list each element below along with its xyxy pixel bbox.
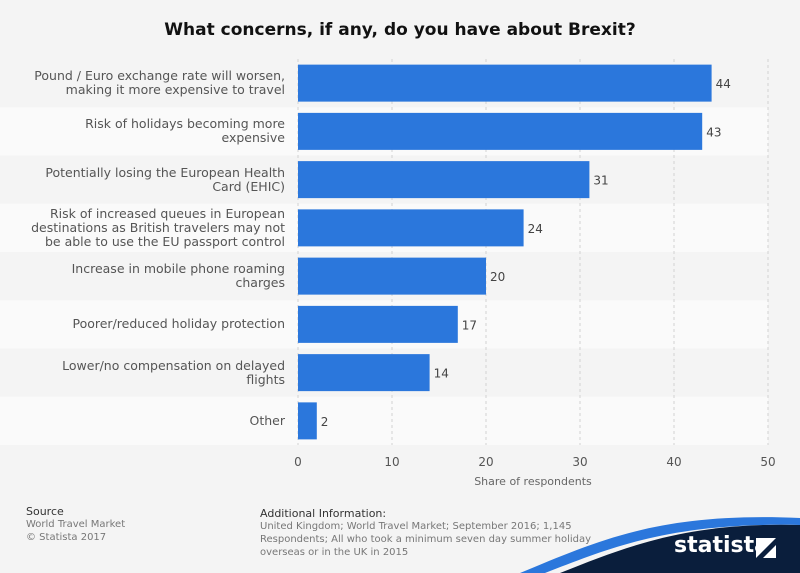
category-label: Risk of holidays becoming more expensive <box>85 116 285 146</box>
bar[interactable] <box>298 64 712 102</box>
bar-value-label: 17 <box>462 318 477 332</box>
category-label: Risk of increased queues in European des… <box>31 205 285 249</box>
category-label: Other <box>249 412 286 428</box>
bar[interactable] <box>298 402 317 440</box>
additional-info-block: Additional Information: United Kingdom; … <box>260 507 605 559</box>
bar-value-label: 2 <box>321 415 329 429</box>
source-heading: Source <box>26 505 64 518</box>
x-tick-label: 10 <box>384 455 399 469</box>
bar[interactable] <box>298 354 430 392</box>
bar-value-label: 44 <box>716 77 731 91</box>
x-tick-label: 50 <box>760 455 775 469</box>
info-heading: Additional Information: <box>260 507 387 520</box>
copyright-line: © Statista 2017 <box>26 532 107 543</box>
category-label: Poorer/reduced holiday protection <box>72 316 285 332</box>
bar[interactable] <box>298 305 458 343</box>
statista-logo-icon <box>756 538 776 558</box>
row-band <box>0 396 768 445</box>
category-label: Pound / Euro exchange rate will worsen, … <box>34 68 285 98</box>
bar-value-label: 43 <box>706 125 721 139</box>
bar[interactable] <box>298 161 590 199</box>
info-text: United Kingdom; World Travel Market; Sep… <box>260 521 592 558</box>
bar[interactable] <box>298 209 524 247</box>
x-axis-title: Share of respondents <box>474 475 592 488</box>
category-label: Potentially losing the European Health C… <box>45 164 285 194</box>
statista-logo[interactable]: statista <box>674 533 769 558</box>
x-tick-label: 30 <box>572 455 587 469</box>
x-tick-label: 40 <box>666 455 681 469</box>
source-block: Source World Travel Market © Statista 20… <box>26 505 125 544</box>
bar-value-label: 24 <box>528 222 543 236</box>
category-label: Increase in mobile phone roaming charges <box>71 261 285 291</box>
bar-value-label: 14 <box>434 367 449 381</box>
category-label: Lower/no compensation on delayed flights <box>62 357 285 387</box>
x-tick-label: 0 <box>294 455 302 469</box>
bar-value-label: 20 <box>490 270 505 284</box>
bar[interactable] <box>298 257 486 295</box>
source-line: World Travel Market <box>26 519 126 530</box>
bar[interactable] <box>298 112 703 150</box>
x-tick-label: 20 <box>478 455 493 469</box>
chart-title: What concerns, if any, do you have about… <box>164 20 636 40</box>
bar-value-label: 31 <box>593 174 608 188</box>
